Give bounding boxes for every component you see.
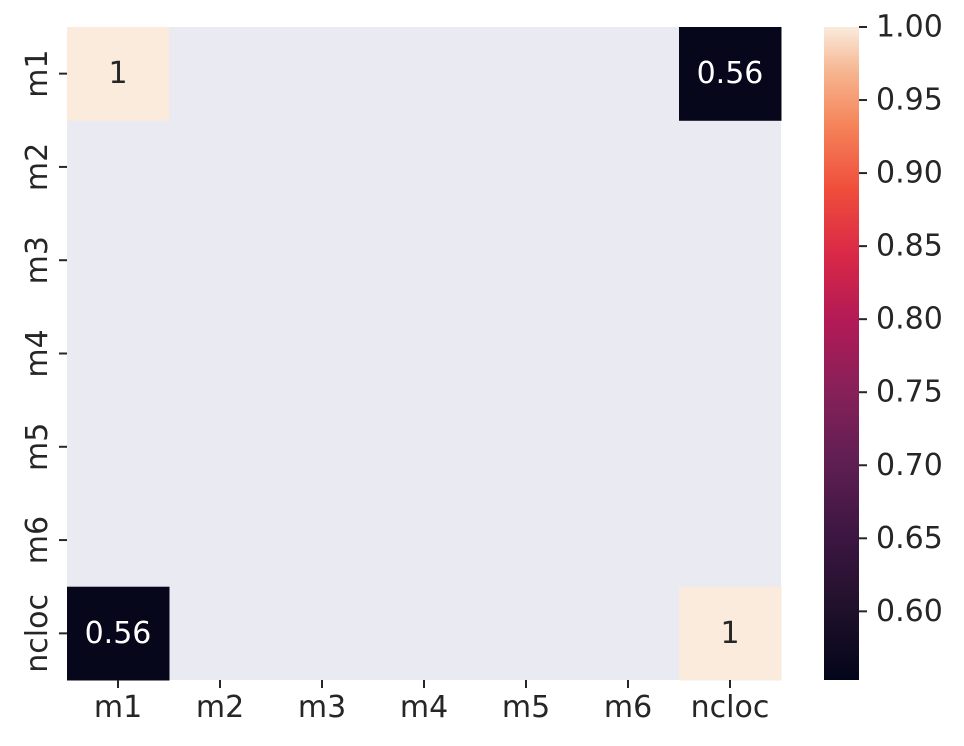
cell-value-label: 0.56: [697, 56, 764, 91]
x-tick-label: m5: [502, 690, 550, 725]
y-axis: m1 m2 m3 m4 m5 m6 ncloc: [20, 49, 67, 673]
colorbar-gradient: [824, 27, 859, 680]
colorbar-tick-label: 0.70: [876, 448, 943, 483]
x-axis: m1 m2 m3 m4 m5 m6 ncloc: [94, 680, 770, 725]
colorbar-tick-label: 0.85: [876, 229, 943, 264]
y-tick-label: ncloc: [20, 594, 55, 673]
colorbar-tick-label: 0.75: [876, 375, 943, 410]
heatmap-cell-labels: 1 0.56 0.56 1: [85, 56, 764, 651]
heatmap-cell: [679, 586, 782, 681]
x-tick-label: m6: [604, 690, 652, 725]
colorbar-tick-label: 1.00: [876, 10, 943, 45]
x-tick-label: m2: [196, 690, 244, 725]
colorbar-tick-label: 0.90: [876, 156, 943, 191]
y-tick-label: m6: [20, 516, 55, 564]
colorbar-tick-label: 0.95: [876, 83, 943, 118]
colorbar-tick-label: 0.80: [876, 302, 943, 337]
x-tick-label: m4: [400, 690, 448, 725]
colorbar-tick-label: 0.60: [876, 594, 943, 629]
heatmap-cell: [67, 586, 170, 681]
colorbar-tick-label: 0.65: [876, 521, 943, 556]
y-tick-label: m5: [20, 423, 55, 471]
colorbar-ticks: 0.60 0.65 0.70 0.75 0.80 0.85 0.90 0.95 1.00: [859, 10, 943, 629]
cell-value-label: 1: [108, 56, 127, 91]
y-tick-label: m2: [20, 143, 55, 191]
cell-value-label: 0.56: [85, 616, 152, 651]
y-tick-label: m3: [20, 236, 55, 284]
cell-value-label: 1: [720, 616, 739, 651]
heatmap-cell: [67, 27, 170, 121]
y-tick-label: m4: [20, 329, 55, 377]
y-tick-label: m1: [20, 49, 55, 97]
colorbar: [824, 27, 859, 680]
heatmap-plot-area: [67, 27, 781, 680]
x-tick-label: m3: [298, 690, 346, 725]
x-tick-label: m1: [94, 690, 142, 725]
heatmap-cell: [679, 27, 782, 121]
heatmap-cells: [67, 27, 782, 681]
x-tick-label: ncloc: [691, 690, 770, 725]
